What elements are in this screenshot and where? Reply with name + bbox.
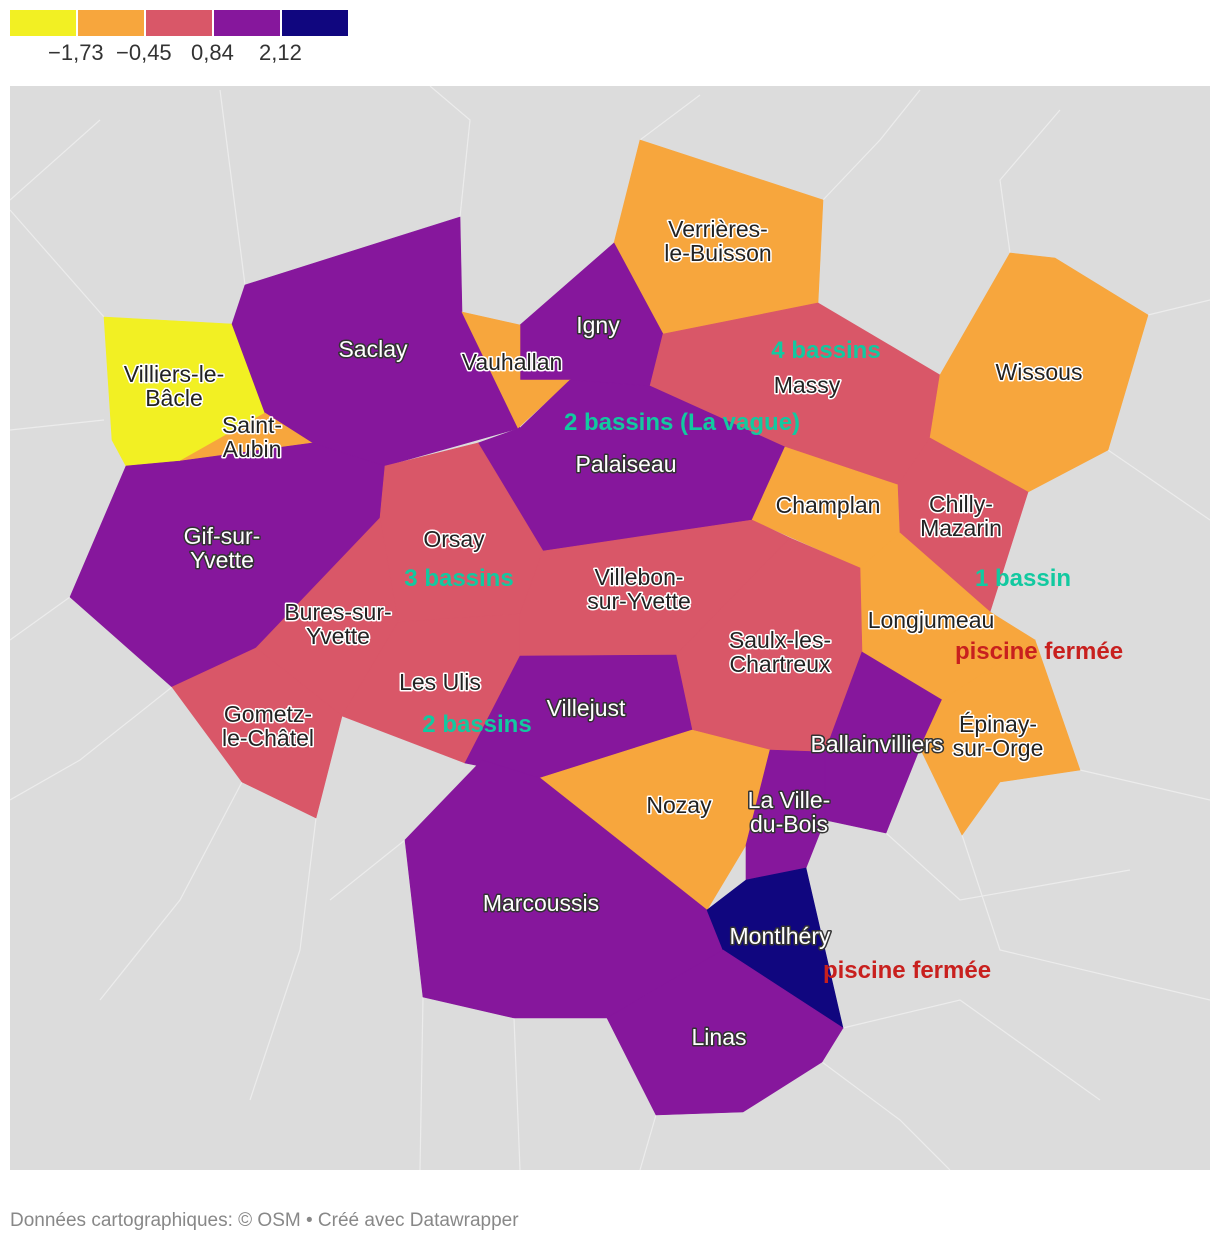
background-border-line: [842, 999, 1101, 1101]
background-border-line: [885, 832, 1131, 901]
background-border-line: [249, 817, 317, 1101]
background-border-line: [9, 209, 105, 318]
region-label: Gif-sur-Yvette: [184, 523, 261, 573]
annotation: piscine fermée: [955, 638, 1123, 665]
legend-swatch: [10, 10, 76, 36]
background-border-line: [419, 996, 424, 1171]
region-label: Marcoussis: [483, 890, 599, 916]
region-label: Saulx-les-Chartreux: [729, 627, 831, 677]
region-label: Ballainvilliers: [811, 731, 944, 757]
map-svg: Verrières-le-Buisson Igny Massy Wissous Vill…: [9, 85, 1211, 1171]
legend-swatch: [282, 10, 348, 36]
background-border-line: [429, 85, 471, 218]
background-border-line: [639, 94, 701, 141]
region-label: Villiers-le-Bâcle: [124, 361, 225, 411]
region-label: Villejust: [547, 695, 626, 721]
background-border-line: [1107, 449, 1211, 521]
regions: [69, 139, 1149, 1116]
background-borders: [9, 85, 1211, 1171]
region-chilly-mazarin[interactable]: [897, 437, 1029, 613]
region-label: La Ville-du-Bois: [748, 787, 831, 837]
region-vauhallan[interactable]: [461, 311, 571, 429]
background-border-line: [99, 781, 243, 1001]
background-border-line: [961, 834, 1211, 1001]
region-label: Épinay-sur-Orge: [953, 711, 1044, 761]
background-border-line: [821, 1061, 951, 1171]
legend-swatch: [146, 10, 212, 36]
region-label: Wissous: [996, 359, 1083, 385]
background-border-line: [329, 839, 406, 901]
region-gometz-le-châtel[interactable]: [171, 647, 343, 819]
region-label: Saclay: [338, 336, 408, 362]
region-label: Gometz-le-Châtel: [222, 701, 314, 751]
region-label: Massy: [774, 372, 841, 398]
region-montlhéry[interactable]: [706, 867, 844, 1029]
annotations: 4 bassins 2 bassins (La vague) 3 bassins 1 …: [404, 337, 1123, 984]
region-labels: Verrières-le-Buisson Igny Massy Wissous Vill…: [122, 215, 1084, 1052]
region-les-ulis[interactable]: [341, 613, 521, 764]
region-label: Linas: [692, 1024, 747, 1050]
legend-tick-label: −1,73: [48, 40, 104, 65]
legend-tick-label: 2,12: [259, 40, 302, 65]
background-border-line: [999, 109, 1061, 254]
map: Verrières-le-Buisson Igny Massy Wissous Vill…: [9, 85, 1211, 1171]
region-label: Villebon-sur-Yvette: [587, 564, 691, 614]
region-label: Montlhéry: [730, 923, 831, 949]
background-border-line: [1079, 769, 1211, 801]
region-label: Chilly-Mazarin: [920, 491, 1002, 541]
background-border-line: [9, 119, 101, 201]
region-label: Bures-sur-Yvette: [284, 599, 391, 649]
region-label: Vauhallan: [462, 349, 563, 375]
region-label: Saint-Aubin: [222, 412, 282, 462]
region-label: Verrières-le-Buisson: [664, 216, 771, 266]
region-label: Les Ulis: [399, 669, 481, 695]
legend-swatch: [214, 10, 280, 36]
background-border-line: [639, 1114, 657, 1171]
region-label: Palaiseau: [575, 451, 676, 477]
legend-tick-label: 0,84: [191, 40, 234, 65]
background-border-line: [513, 1017, 521, 1171]
background-border-line: [9, 596, 71, 641]
region-label: Orsay: [423, 526, 485, 552]
footer-credit: Données cartographiques: © OSM • Créé av…: [10, 1210, 519, 1231]
legend-tick-label: −0,45: [116, 40, 172, 65]
background-border-line: [9, 686, 173, 801]
background-border-line: [219, 89, 246, 286]
annotation: 1 bassin: [975, 565, 1071, 592]
background-border-line: [1147, 299, 1211, 316]
background-border-line: [9, 419, 105, 431]
annotation: 3 bassins: [404, 565, 513, 592]
region-label: Nozay: [646, 792, 712, 818]
annotation: 4 bassins: [771, 337, 880, 364]
region-linas[interactable]: [606, 949, 844, 1116]
annotation: 2 bassins: [422, 711, 531, 738]
region-label: Champlan: [776, 492, 881, 518]
background-border-line: [822, 89, 921, 201]
region-épinay-sur-orge[interactable]: [919, 639, 1081, 836]
annotation: 2 bassins (La vague): [564, 409, 800, 436]
region-label: Igny: [576, 312, 620, 338]
region-label: Longjumeau: [868, 607, 995, 633]
color-legend: −1,73 −0,45 0,84 2,12: [10, 10, 350, 70]
annotation: piscine fermée: [823, 957, 991, 984]
legend-swatch: [78, 10, 144, 36]
